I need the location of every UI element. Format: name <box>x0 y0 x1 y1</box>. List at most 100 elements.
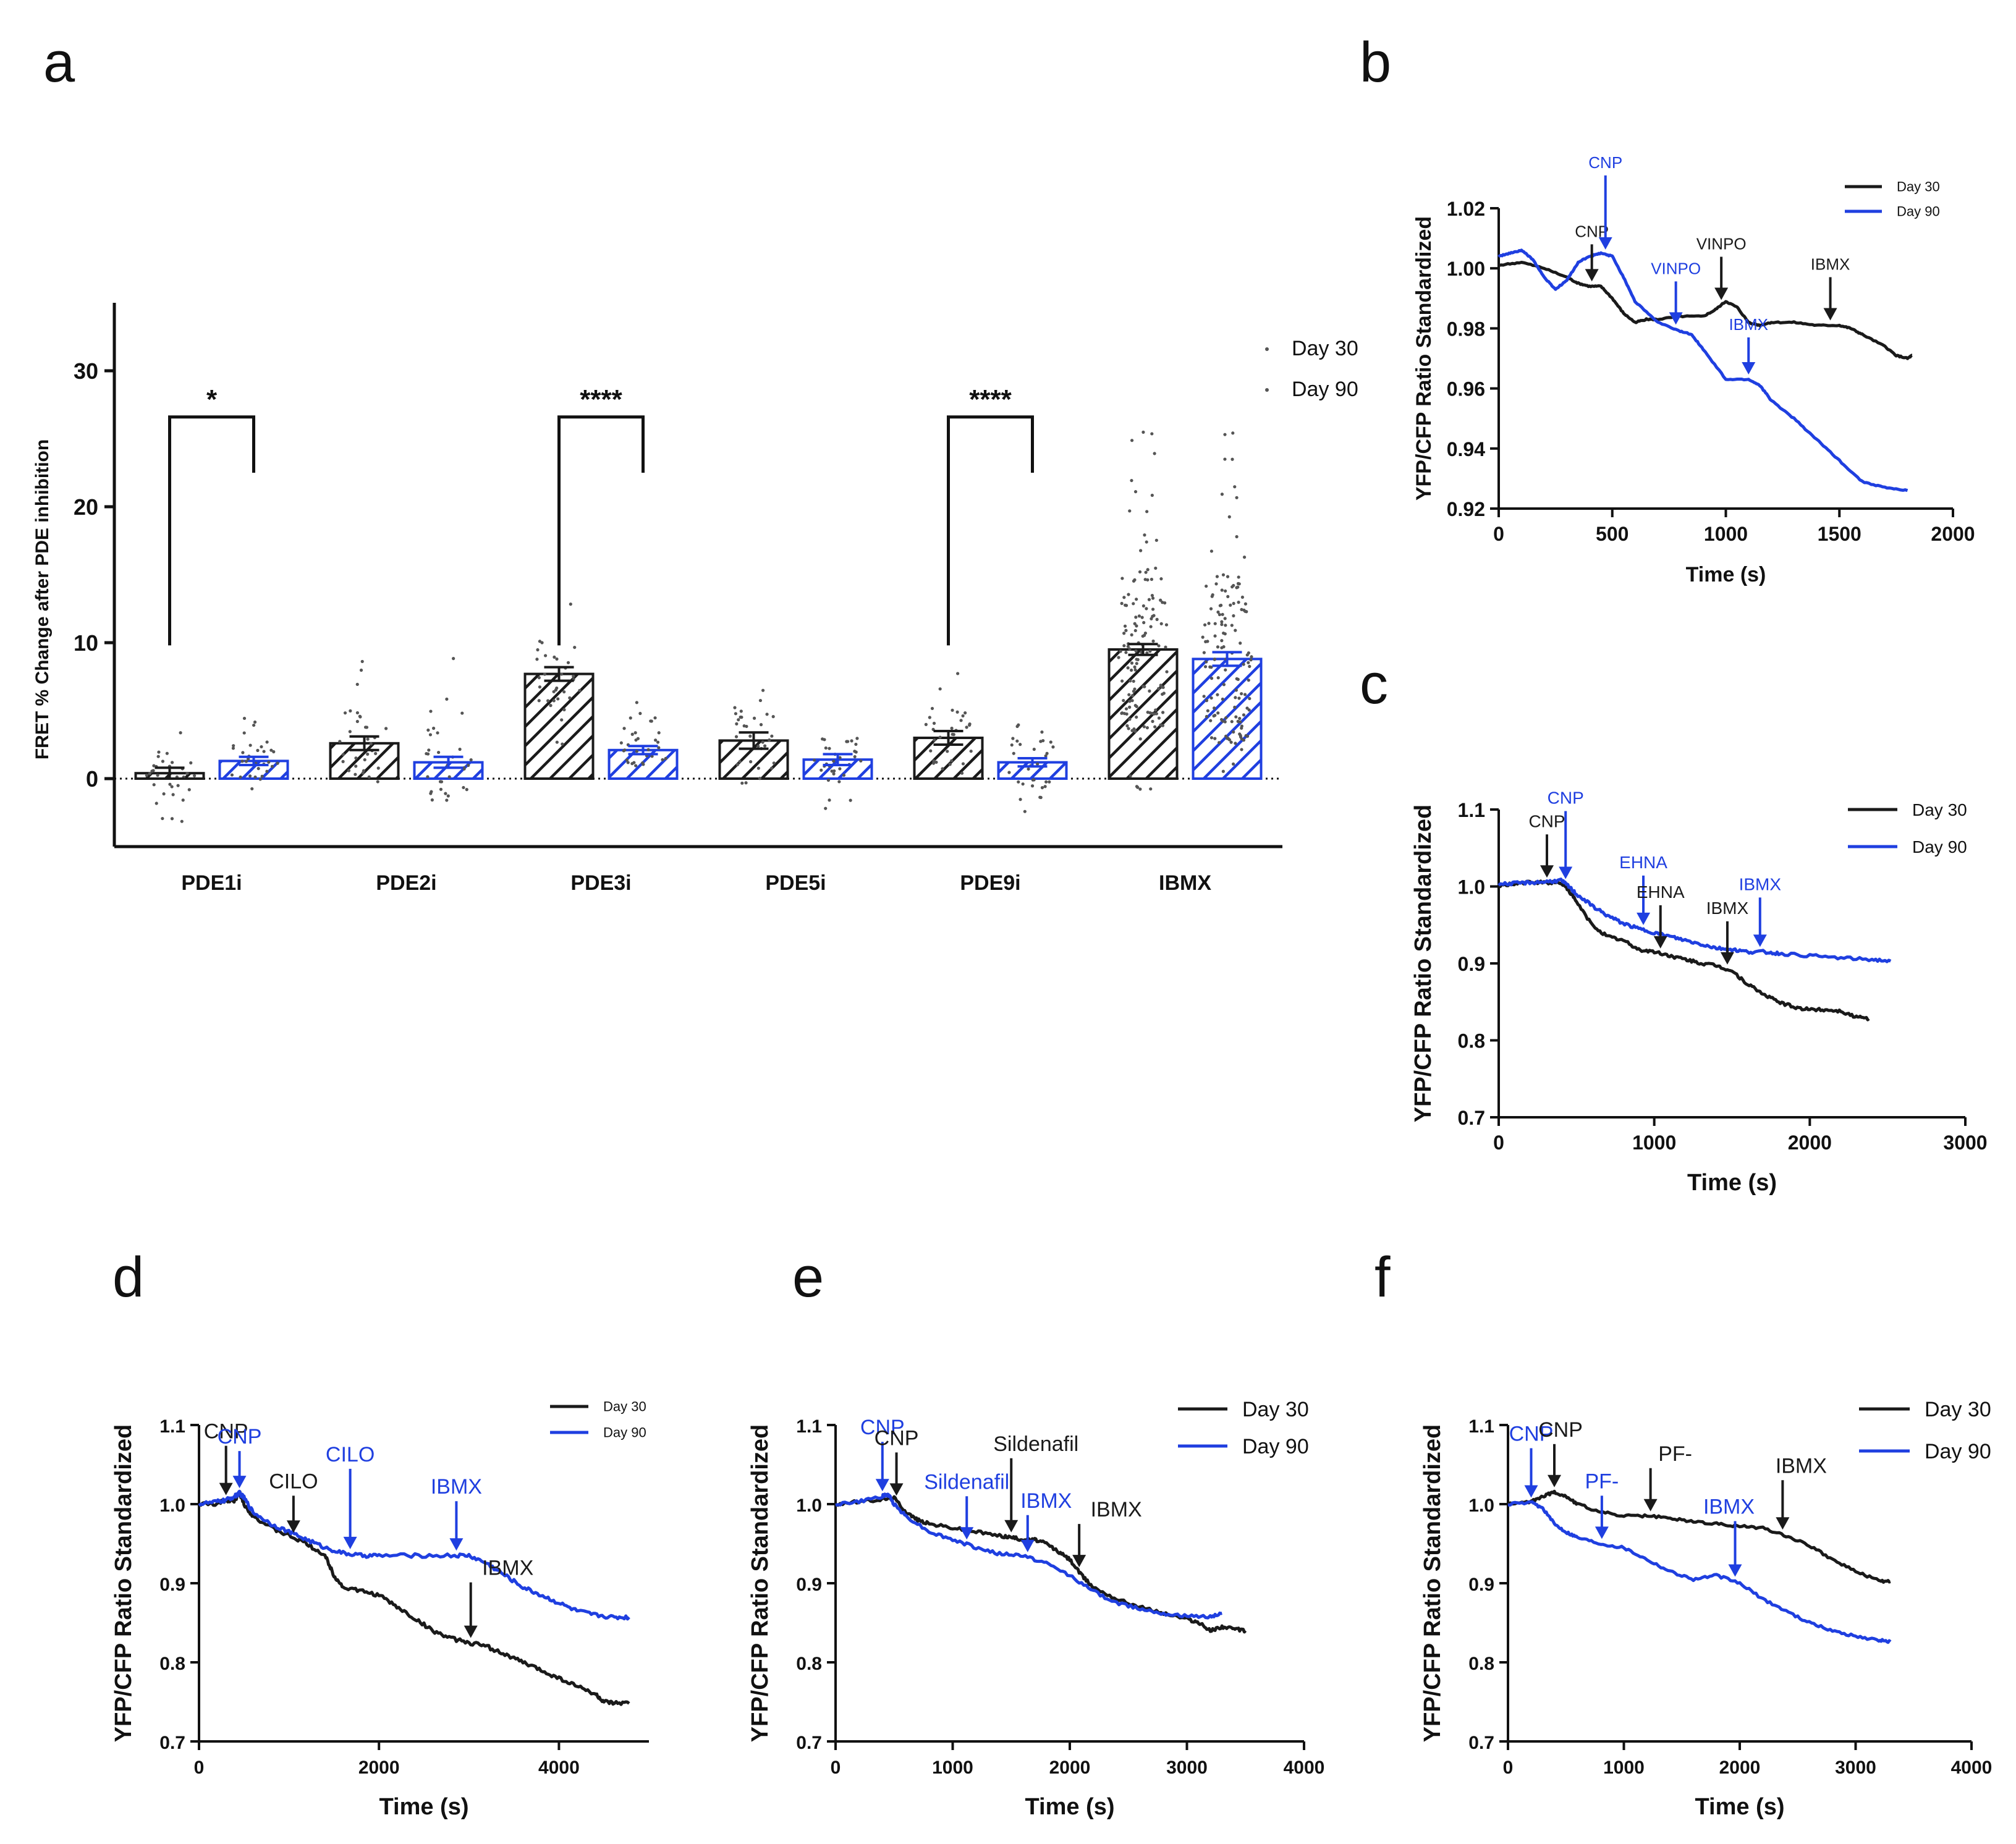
x-tick-label: 500 <box>1596 523 1628 545</box>
data-point <box>241 751 245 755</box>
x-axis-label: Time (s) <box>1687 1170 1777 1196</box>
data-point <box>1132 679 1135 683</box>
legend-label: Day 30 <box>1925 1398 1991 1421</box>
legend-marker <box>1265 347 1269 351</box>
data-point <box>1027 767 1030 771</box>
data-point <box>1134 649 1138 653</box>
data-point <box>1159 577 1163 581</box>
data-point <box>536 648 540 652</box>
data-point <box>1243 609 1247 613</box>
data-point <box>1237 696 1241 700</box>
data-point <box>758 698 763 703</box>
data-point <box>560 718 564 722</box>
data-point <box>1159 622 1163 625</box>
data-point <box>1128 509 1132 513</box>
data-point <box>828 798 831 802</box>
data-point <box>270 764 274 768</box>
data-point <box>1226 737 1229 740</box>
data-point <box>462 785 465 790</box>
data-point <box>1132 602 1135 606</box>
data-point <box>267 760 271 764</box>
data-point <box>355 719 359 724</box>
x-tick-label: 2000 <box>1931 523 1975 545</box>
data-point <box>1145 726 1150 730</box>
data-point <box>1240 692 1243 696</box>
panel-label-e: e <box>792 1246 824 1309</box>
data-point <box>427 748 431 752</box>
data-point <box>1128 647 1132 651</box>
data-point <box>855 737 859 740</box>
data-point <box>187 788 191 792</box>
data-point <box>552 699 556 703</box>
data-point <box>1216 711 1220 715</box>
legend-label: Day 90 <box>1912 837 1967 856</box>
bar-chart-pde-inhibition: 0 10 20 30 FRET % Change after PDE inhibitio… <box>32 303 1358 895</box>
data-point <box>933 738 936 742</box>
data-point <box>555 657 559 661</box>
data-point <box>1222 683 1226 687</box>
data-point <box>824 746 828 750</box>
data-point <box>458 747 462 751</box>
data-point <box>265 769 269 773</box>
panel-label-d: d <box>112 1246 144 1309</box>
data-point <box>253 720 257 724</box>
y-tick-label: 0.8 <box>159 1654 185 1674</box>
data-point <box>431 726 436 730</box>
data-point <box>537 699 541 703</box>
data-point <box>1150 493 1154 497</box>
y-tick-label: 30 <box>74 358 98 384</box>
data-point <box>1154 712 1159 716</box>
data-point <box>1224 668 1227 672</box>
data-point <box>740 781 744 785</box>
data-point <box>653 716 657 720</box>
annotation-arrow-head <box>1669 312 1683 325</box>
data-point <box>928 716 931 719</box>
data-point <box>739 715 742 719</box>
data-point <box>1143 533 1146 537</box>
annotation-label: CNP <box>1538 1418 1583 1442</box>
data-point <box>1216 676 1220 680</box>
data-point <box>733 706 737 709</box>
panel-label-c: c <box>1360 653 1388 716</box>
data-point <box>1209 696 1213 700</box>
annotation-label: Sildenafil <box>993 1432 1078 1456</box>
data-point <box>832 759 836 763</box>
significance-label: **** <box>580 384 622 415</box>
data-point <box>269 748 273 752</box>
data-point <box>1019 798 1022 801</box>
data-point <box>1223 617 1227 620</box>
data-point <box>1229 740 1233 744</box>
data-point <box>374 751 378 755</box>
annotation-label: IBMX <box>482 1557 533 1580</box>
data-point <box>1139 549 1143 552</box>
annotation-label: CNP <box>860 1416 905 1439</box>
data-point <box>148 772 151 776</box>
data-point <box>634 764 638 768</box>
data-point <box>1221 573 1226 577</box>
data-point <box>837 780 841 784</box>
data-point <box>756 766 760 770</box>
data-point <box>445 697 449 701</box>
data-point <box>1154 538 1158 542</box>
data-point <box>1234 688 1238 692</box>
annotation-arrow-head <box>1823 308 1837 321</box>
data-point <box>465 788 468 792</box>
data-point <box>444 792 447 795</box>
data-point <box>1150 593 1154 598</box>
y-tick-label: 0.8 <box>1458 1030 1485 1052</box>
data-point <box>1130 668 1133 672</box>
data-point <box>354 772 357 776</box>
significance-bracket <box>947 415 1034 646</box>
data-point <box>1142 633 1146 637</box>
data-point <box>961 762 965 766</box>
data-point <box>253 775 257 779</box>
data-point <box>661 758 664 762</box>
data-point <box>756 744 760 748</box>
annotation-arrow-head <box>1776 1517 1790 1530</box>
y-tick-label: 1.0 <box>1458 876 1485 899</box>
annotation-arrow-head <box>449 1538 464 1551</box>
y-tick-label: 10 <box>74 630 98 656</box>
data-point <box>1221 769 1225 773</box>
significance-label: **** <box>969 384 1012 415</box>
data-point <box>439 787 443 791</box>
